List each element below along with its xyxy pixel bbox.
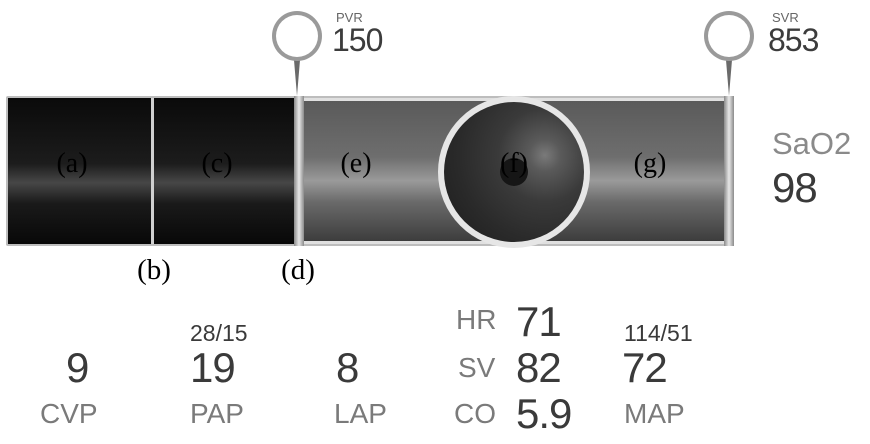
segment-label-g: (g) — [633, 148, 667, 179]
co-value: 5.9 — [516, 390, 572, 437]
segment-a — [8, 98, 151, 244]
cvp-label: CVP — [40, 398, 98, 429]
pvr-label: PVR — [336, 10, 363, 25]
lap-value: 8 — [336, 344, 359, 391]
map-pressure: 114/51 — [624, 320, 693, 346]
map-label: MAP — [624, 398, 685, 429]
map-value: 72 — [622, 344, 668, 391]
segment-c — [154, 98, 296, 244]
divider-b — [151, 98, 154, 244]
segment-label-f: (f) — [500, 148, 528, 179]
sao2-value: 98 — [772, 164, 818, 211]
pap-label: PAP — [190, 398, 244, 429]
end-divider — [724, 96, 734, 246]
segment-label-e: (e) — [340, 148, 372, 179]
segment-label-a: (a) — [56, 148, 88, 179]
lap-label: LAP — [334, 398, 387, 429]
pap-value: 19 — [190, 344, 236, 391]
hr-value: 71 — [516, 298, 562, 345]
label-b: (b) — [137, 254, 171, 286]
hr-label: HR — [456, 304, 497, 335]
heart-ball-center — [500, 158, 528, 186]
svr-value: 853 — [768, 22, 819, 58]
sao2-label: SaO2 — [772, 126, 852, 161]
co-label: CO — [454, 398, 496, 429]
pvr-value: 150 — [332, 22, 383, 58]
cvp-value: 9 — [66, 344, 89, 391]
label-d: (d) — [281, 254, 315, 286]
segment-label-c: (c) — [201, 148, 233, 179]
sv-label: SV — [458, 352, 496, 383]
sv-value: 82 — [516, 344, 562, 391]
svr-label: SVR — [772, 10, 799, 25]
svr-gauge-icon — [704, 11, 754, 96]
pvr-gauge-icon — [272, 11, 322, 96]
divider-d — [294, 96, 304, 246]
pap-pressure: 28/15 — [190, 320, 248, 346]
